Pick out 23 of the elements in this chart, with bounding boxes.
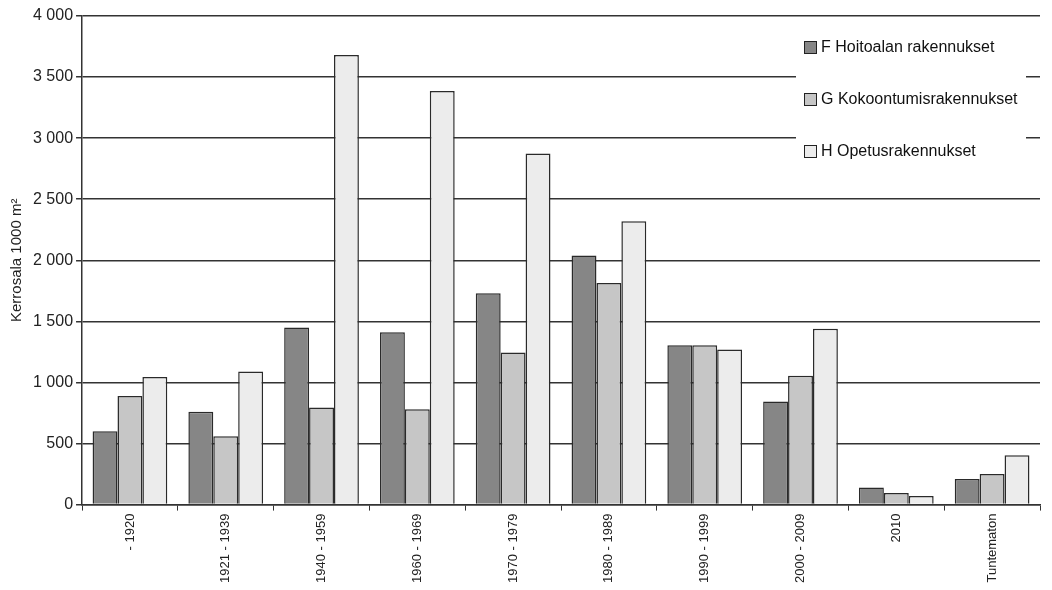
x-tick-label: 1980 - 1989: [600, 513, 616, 584]
x-tick-label: 1940 - 1959: [313, 513, 329, 584]
y-tick-label: 1 500: [32, 311, 74, 329]
y-tick-label: 2 000: [32, 250, 74, 268]
x-tick-label: 1921 - 1939: [217, 513, 233, 584]
y-tick-label: 4 000: [32, 6, 74, 24]
x-tick-label: 1960 - 1969: [408, 513, 424, 584]
y-tick-label: 3 500: [32, 67, 74, 85]
x-tick-label: 2010: [887, 513, 903, 543]
legend-label: H Opetusrakennukset: [821, 142, 976, 160]
y-tick-label: 500: [46, 433, 74, 451]
y-tick-label: 3 000: [32, 128, 74, 146]
y-tick-label: 1 000: [32, 372, 74, 390]
legend-label: G Kokoontumisrakennukset: [821, 90, 1018, 108]
x-tick-label: 1990 - 1999: [696, 513, 712, 584]
legend-label: F Hoitoalan rakennukset: [821, 38, 995, 56]
y-axis-title: Kerrosala 1000 m²: [7, 198, 25, 323]
x-tick-label: 2000 - 2009: [792, 513, 808, 584]
x-tick-label: 1970 - 1979: [504, 513, 520, 584]
y-tick-label: 2 500: [32, 189, 74, 207]
x-tick-label: Tuntematon: [983, 513, 999, 583]
x-tick-label: - 1920: [121, 513, 137, 551]
y-tick-label: 0: [64, 495, 74, 513]
